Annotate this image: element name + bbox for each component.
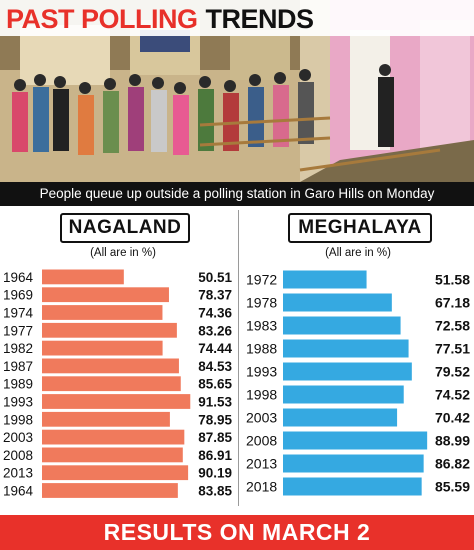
meghalaya-bar (283, 431, 428, 450)
meghalaya-bar (283, 293, 392, 312)
headline-part-red: PAST POLLING (6, 3, 198, 34)
meghalaya-category-label: 1972 (246, 272, 277, 288)
nagaland-bar (42, 394, 191, 409)
meghalaya-value-label: 74.52 (435, 387, 470, 403)
meghalaya-category-label: 1993 (246, 364, 277, 380)
nagaland-category-label: 2013 (3, 466, 33, 481)
nagaland-category-label: 1987 (3, 359, 33, 374)
nagaland-category-label: 1969 (3, 288, 33, 303)
nagaland-bar (42, 340, 163, 356)
nagaland-unit-note: (All are in %) (90, 247, 156, 259)
nagaland-bar (42, 305, 163, 320)
meghalaya-title: MEGHALAYA (288, 213, 432, 243)
nagaland-value-label: 74.44 (198, 341, 232, 356)
nagaland-value-label: 78.37 (198, 288, 232, 303)
nagaland-category-label: 1977 (3, 323, 33, 338)
nagaland-bar (42, 465, 189, 481)
meghalaya-value-label: 85.59 (435, 479, 470, 495)
meghalaya-bar (283, 477, 422, 496)
meghalaya-bar (283, 270, 367, 289)
meghalaya-value-label: 79.52 (435, 364, 470, 380)
meghalaya-category-label: 2018 (246, 479, 277, 495)
nagaland-value-label: 78.95 (198, 412, 232, 427)
column-divider (238, 210, 239, 506)
meghalaya-value-label: 70.42 (435, 410, 470, 426)
nagaland-category-label: 1974 (3, 306, 34, 321)
photo-caption: People queue up outside a polling statio… (0, 182, 474, 206)
nagaland-bar (42, 287, 169, 303)
nagaland-value-label: 50.51 (198, 270, 232, 285)
nagaland-value-label: 91.53 (198, 395, 232, 410)
meghalaya-bar (283, 316, 401, 335)
nagaland-value-label: 84.53 (198, 359, 232, 374)
nagaland-bar (42, 358, 179, 374)
nagaland-category-label: 1989 (3, 377, 33, 392)
polling-queue-photo (0, 0, 474, 182)
meghalaya-bar (283, 339, 409, 358)
meghalaya-value-label: 51.58 (435, 272, 470, 288)
nagaland-title: NAGALAND (60, 213, 190, 243)
nagaland-category-label: 1964 (3, 270, 34, 285)
nagaland-value-label: 83.85 (198, 484, 232, 499)
meghalaya-category-label: 2003 (246, 410, 277, 426)
nagaland-value-label: 87.85 (198, 430, 232, 445)
meghalaya-value-label: 86.82 (435, 456, 470, 472)
meghalaya-bar (283, 362, 412, 381)
meghalaya-value-label: 88.99 (435, 433, 470, 449)
meghalaya-value-label: 77.51 (435, 341, 470, 357)
nagaland-value-label: 85.65 (198, 377, 232, 392)
results-footer-banner: RESULTS ON MARCH 2 (0, 515, 474, 550)
meghalaya-category-label: 1978 (246, 295, 277, 311)
meghalaya-category-label: 1988 (246, 341, 277, 357)
photo-illustration (0, 0, 474, 182)
nagaland-bar (42, 483, 178, 498)
nagaland-bar (42, 376, 181, 392)
nagaland-bar (42, 269, 124, 285)
meghalaya-category-label: 1998 (246, 387, 277, 403)
meghalaya-category-label: 2008 (246, 433, 277, 449)
nagaland-bar (42, 411, 170, 427)
nagaland-category-label: 2008 (3, 448, 33, 463)
nagaland-value-label: 86.91 (198, 448, 232, 463)
meghalaya-value-label: 67.18 (435, 295, 470, 311)
nagaland-value-label: 90.19 (198, 466, 232, 481)
nagaland-bar (42, 322, 177, 338)
nagaland-bar (42, 447, 183, 463)
nagaland-value-label: 83.26 (198, 323, 232, 338)
nagaland-category-label: 1993 (3, 395, 33, 410)
meghalaya-category-label: 2013 (246, 456, 277, 472)
headline: PAST POLLING TRENDS (0, 0, 474, 38)
meghalaya-bar (283, 408, 398, 427)
nagaland-category-label: 1982 (3, 341, 33, 356)
headline-part-black: TRENDS (205, 3, 315, 34)
nagaland-category-label: 2003 (3, 430, 33, 445)
meghalaya-bar (283, 385, 404, 404)
meghalaya-value-label: 72.58 (435, 318, 470, 334)
nagaland-value-label: 74.36 (198, 306, 232, 321)
nagaland-category-label: 1964 (3, 484, 34, 499)
meghalaya-bar (283, 454, 424, 473)
nagaland-category-label: 1998 (3, 412, 33, 427)
meghalaya-category-label: 1983 (246, 318, 277, 334)
nagaland-bar (42, 429, 185, 445)
meghalaya-unit-note: (All are in %) (325, 247, 391, 259)
